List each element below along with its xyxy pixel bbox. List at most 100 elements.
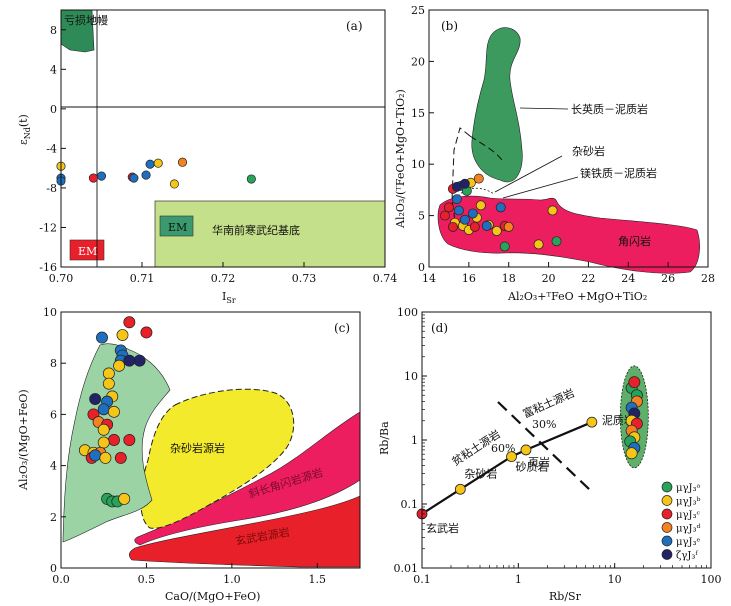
legend-swatch: [661, 549, 673, 560]
data-point: [96, 171, 107, 181]
data-point: [443, 202, 454, 213]
region-greywacke-curve: [469, 135, 503, 161]
data-point: [177, 157, 188, 167]
data-point: [133, 354, 146, 367]
data-point: [551, 236, 562, 247]
data-point: [123, 316, 136, 329]
x-tick-label: 1.5: [309, 573, 327, 586]
legend-swatch: [661, 495, 673, 506]
x-tick-label: 0.5: [138, 573, 156, 586]
plot-frame: [60, 311, 361, 569]
data-point: [114, 451, 127, 464]
legend-label: μγJ₃ᶜ: [676, 510, 700, 521]
data-point: [108, 434, 120, 446]
region-em-green: [159, 215, 194, 237]
points-layer: [78, 316, 153, 508]
data-point: [89, 449, 102, 462]
data-point: [447, 221, 458, 232]
y-tick-label: -12: [39, 221, 57, 234]
data-point: [547, 205, 558, 216]
y-tick-label: 10: [404, 370, 418, 383]
data-point: [459, 214, 470, 225]
data-point: [97, 403, 110, 416]
mixing-node: [586, 416, 598, 428]
x-axis-label-sub: Sr: [226, 296, 235, 305]
region-label-em-green: EM: [168, 221, 187, 234]
label-clay-rich-source: 富粘土源岩: [521, 386, 577, 421]
x-tick-label: 26: [661, 272, 675, 285]
points-layer: [624, 376, 643, 460]
y-tick-label: -16: [39, 261, 57, 274]
legend-swatch: [661, 535, 673, 547]
data-point: [113, 359, 126, 372]
x-tick-label: 0.72: [211, 272, 236, 285]
x-tick-label: 0.73: [292, 272, 317, 285]
legend-swatch: [661, 508, 673, 520]
x-axis-label: Rb/Sr: [549, 590, 582, 603]
x-tick-label: 18: [502, 272, 516, 285]
mixing-node-label: 杂砂岩: [464, 466, 497, 480]
data-point: [99, 451, 112, 464]
legend-label: ζγJ₃ᶠ: [676, 551, 698, 562]
region-label-greywacke-source: 杂砂岩源岩: [170, 441, 225, 455]
x-tick-label: 0.70: [49, 272, 74, 285]
y-tick-label: 4: [50, 63, 57, 76]
panel-b: 长英质－泥质岩 杂砂岩 镁铁质－泥质岩 角闪岩 14 16 18 20 22 24 26 28…: [394, 4, 715, 303]
data-point: [491, 226, 502, 236]
data-point: [97, 436, 110, 449]
x-axis-label: CaO/(MgO+FeO): [165, 590, 260, 603]
data-point: [129, 173, 139, 183]
data-point: [451, 194, 462, 205]
data-point: [102, 377, 115, 390]
y-tick-label: 4: [50, 460, 57, 473]
x-tick-label: 0.71: [130, 272, 155, 285]
y-tick-label: 2: [50, 511, 57, 524]
region-label-precambrian-basement: 华南前寒武纪基底: [212, 223, 300, 237]
data-point: [145, 159, 155, 169]
region-precambrian-basement: [154, 200, 386, 268]
y-axis-label: Al₂O₃/(ᵀFeO+MgO+TiO₂): [394, 89, 407, 229]
y-tick-label: 100: [397, 306, 418, 319]
panel-a: 亏损地幔 华南前寒武纪基底 EM EM 0.70 0.71 0.72 0.73 0.74…: [17, 9, 397, 305]
data-point: [475, 200, 486, 211]
data-point: [481, 220, 492, 231]
data-point: [123, 434, 136, 446]
y-tick-label: 0: [50, 562, 57, 575]
data-point: [169, 179, 179, 189]
y-tick-label: 0.01: [394, 562, 419, 575]
x-tick-label: 28: [701, 272, 715, 285]
mixing-node-label: 玄武岩: [426, 521, 459, 535]
axis-ticks: 14 16 18 20 22 24 26 28 0 5 10 15 20 25: [411, 4, 715, 285]
panel-tag: (c): [334, 321, 350, 335]
y-tick-label: 0: [50, 103, 57, 116]
legend-label: μγJ₃ᵇ: [676, 497, 701, 508]
x-tick-label: 1.0: [223, 573, 241, 586]
x-axis-label: ISr: [222, 290, 236, 305]
data-point: [140, 326, 153, 339]
data-point: [533, 239, 544, 250]
data-point: [499, 241, 510, 252]
region-label-mafic-pelite: 镁铁质－泥质岩: [580, 166, 657, 180]
x-tick-label: 14: [422, 272, 436, 285]
data-point: [246, 174, 256, 184]
y-axis-label: Al₂O₃/(MgO+FeO): [17, 389, 30, 491]
legend-swatch: [661, 481, 673, 493]
region-label-felsic-pelite: 长英质－泥质岩: [571, 102, 648, 116]
data-point: [89, 393, 102, 405]
data-point: [141, 170, 151, 180]
x-tick-label: 10: [608, 573, 622, 586]
x-tick-label: 100: [701, 573, 722, 586]
legend: μγJ₃ᵃ μγJ₃ᵇ μγJ₃ᶜ μγJ₃ᵈ μγJ₃ᵉ ζγJ₃ᶠ: [661, 481, 701, 562]
data-point: [495, 202, 506, 213]
leader-line-mafic-pelite: [502, 176, 579, 199]
region-em-red: [69, 239, 105, 261]
legend-label: μγJ₃ᵈ: [676, 524, 701, 535]
mixing-node: [454, 483, 466, 495]
region-greywacke-outline: [451, 127, 471, 229]
data-point: [473, 173, 484, 184]
x-axis-label: Al₂O₃+ᵀFeO +MgO+TiO₂: [507, 290, 647, 303]
data-point: [88, 173, 98, 183]
y-axis-label: Rb/Ba: [378, 421, 391, 455]
mixing-node: [520, 444, 532, 456]
